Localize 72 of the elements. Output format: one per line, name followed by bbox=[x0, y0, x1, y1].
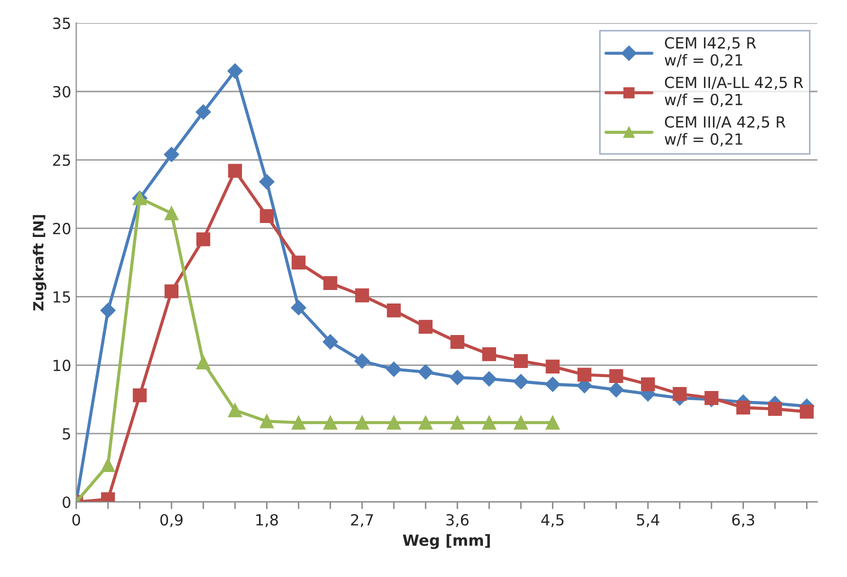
point bbox=[228, 164, 242, 178]
point bbox=[164, 284, 178, 298]
point bbox=[292, 256, 306, 270]
legend-label: CEM II/A-LL 42,5 R w/f = 0,21 bbox=[664, 76, 804, 107]
point bbox=[546, 416, 560, 430]
x-tick-label: 1,8 bbox=[256, 514, 278, 528]
y-tick-label: 0 bbox=[62, 496, 70, 508]
point bbox=[514, 416, 528, 430]
point bbox=[450, 370, 465, 386]
point bbox=[322, 334, 338, 350]
point bbox=[800, 404, 814, 419]
point bbox=[704, 391, 718, 405]
point bbox=[450, 416, 464, 430]
point bbox=[545, 376, 560, 392]
point bbox=[768, 402, 782, 416]
point bbox=[101, 458, 115, 472]
point bbox=[514, 354, 528, 368]
x-tick-label: 0,9 bbox=[160, 514, 183, 528]
point bbox=[259, 174, 274, 190]
point bbox=[386, 303, 401, 318]
point bbox=[641, 377, 655, 392]
point bbox=[736, 400, 750, 415]
y-tick-label: 15 bbox=[54, 291, 70, 303]
point bbox=[132, 388, 147, 402]
x-tick-label: 6,3 bbox=[732, 514, 754, 528]
point bbox=[418, 320, 433, 334]
point bbox=[418, 364, 434, 380]
x-tick-label: 4,5 bbox=[541, 514, 564, 528]
point bbox=[418, 416, 433, 430]
y-tick-label: 20 bbox=[53, 222, 70, 234]
point bbox=[323, 276, 338, 290]
x-tick-label: 5,4 bbox=[636, 514, 660, 528]
point bbox=[323, 416, 338, 430]
point bbox=[227, 63, 243, 79]
point bbox=[355, 288, 370, 302]
point bbox=[228, 403, 242, 418]
y-tick-label: 35 bbox=[53, 18, 70, 30]
point bbox=[260, 209, 274, 223]
point bbox=[577, 368, 592, 382]
y-tick-label: 30 bbox=[53, 86, 70, 98]
legend-label: CEM I42,5 R w/f = 0,21 bbox=[664, 37, 756, 68]
y-axis-title: Zugkraft [N] bbox=[32, 215, 46, 311]
point bbox=[482, 347, 496, 362]
x-tick-label: 0 bbox=[72, 514, 80, 526]
point bbox=[386, 416, 401, 430]
point bbox=[546, 360, 560, 374]
point bbox=[196, 104, 211, 120]
point bbox=[196, 232, 210, 246]
point bbox=[354, 353, 370, 369]
point bbox=[609, 369, 624, 384]
x-axis-title: Weg [mm] bbox=[402, 534, 490, 550]
y-tick-label: 25 bbox=[53, 154, 70, 166]
point bbox=[482, 416, 496, 430]
point bbox=[100, 302, 116, 318]
point bbox=[450, 334, 464, 349]
point bbox=[482, 371, 497, 386]
point bbox=[672, 386, 687, 401]
point bbox=[608, 382, 624, 398]
y-tick-label: 10 bbox=[54, 360, 70, 372]
point bbox=[355, 416, 370, 430]
point bbox=[164, 146, 180, 162]
legend-label: CEM III/A 42,5 R w/f = 0,21 bbox=[664, 116, 786, 146]
y-tick-label: 5 bbox=[62, 428, 70, 440]
point bbox=[291, 300, 306, 316]
point bbox=[164, 206, 178, 220]
x-tick-label: 2,7 bbox=[351, 514, 373, 528]
point bbox=[196, 355, 210, 370]
point bbox=[260, 414, 274, 428]
point bbox=[513, 374, 528, 390]
point bbox=[386, 362, 402, 377]
point bbox=[292, 416, 306, 430]
x-tick-label: 3,6 bbox=[446, 514, 469, 528]
